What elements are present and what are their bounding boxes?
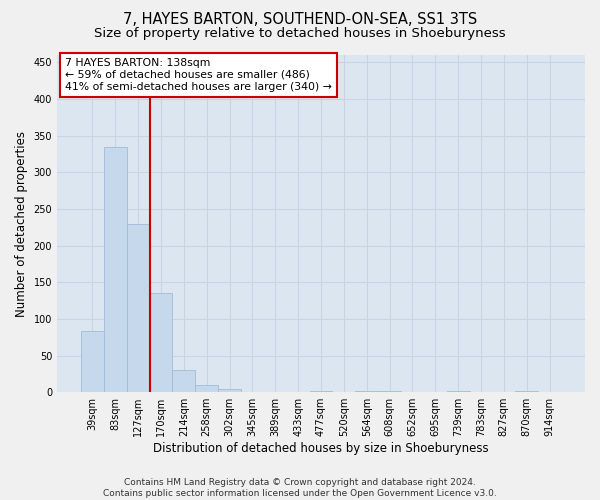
Bar bbox=[127, 224, 149, 392]
Text: 7 HAYES BARTON: 138sqm
← 59% of detached houses are smaller (486)
41% of semi-de: 7 HAYES BARTON: 138sqm ← 59% of detached… bbox=[65, 58, 332, 92]
X-axis label: Distribution of detached houses by size in Shoeburyness: Distribution of detached houses by size … bbox=[153, 442, 489, 455]
Bar bbox=[196, 385, 218, 392]
Text: Size of property relative to detached houses in Shoeburyness: Size of property relative to detached ho… bbox=[94, 28, 506, 40]
Text: 7, HAYES BARTON, SOUTHEND-ON-SEA, SS1 3TS: 7, HAYES BARTON, SOUTHEND-ON-SEA, SS1 3T… bbox=[123, 12, 477, 28]
Bar bbox=[310, 390, 332, 392]
Bar bbox=[172, 370, 196, 392]
Bar bbox=[81, 332, 104, 392]
Bar bbox=[104, 146, 127, 392]
Y-axis label: Number of detached properties: Number of detached properties bbox=[15, 130, 28, 316]
Text: Contains HM Land Registry data © Crown copyright and database right 2024.
Contai: Contains HM Land Registry data © Crown c… bbox=[103, 478, 497, 498]
Bar bbox=[218, 388, 241, 392]
Bar bbox=[149, 293, 172, 392]
